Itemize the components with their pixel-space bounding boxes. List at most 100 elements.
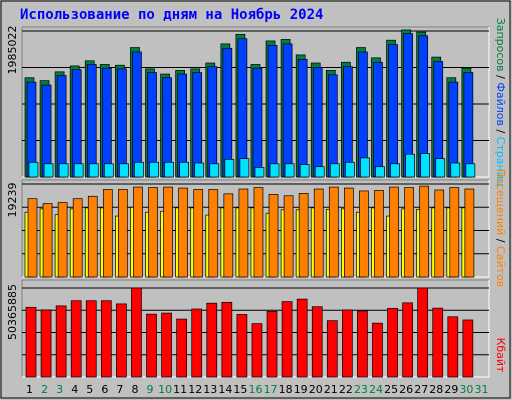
bar-pages-day-26: [405, 153, 415, 178]
bar-pages-day-10: [164, 161, 174, 178]
bar-kbytes-day-30: [462, 319, 474, 378]
bar-visits-day-2: [42, 203, 53, 278]
legend-hits-files-pages-part: Страниц: [494, 137, 507, 187]
bar-files-day-7: [117, 68, 127, 178]
bar-visits-day-28: [434, 189, 445, 278]
bar-files-day-16: [252, 67, 263, 178]
bar-visits-day-25: [389, 186, 399, 278]
bar-visits-day-26: [404, 187, 414, 278]
bar-kbytes-day-4: [70, 300, 82, 378]
legend-visits-sites: Посещений / Сайтов: [494, 169, 507, 287]
x-tick-day-18: 18: [279, 383, 293, 396]
legend-visits-sites-part: /: [494, 235, 507, 246]
bar-pages-day-25: [390, 163, 400, 178]
x-tick-day-19: 19: [294, 383, 308, 396]
bar-pages-day-4: [73, 163, 84, 178]
legend-hits-files-pages: Запросов / Файлов / Страниц: [494, 18, 507, 187]
x-tick-day-4: 4: [71, 383, 78, 396]
bar-files-day-13: [207, 66, 218, 178]
bar-kbytes-day-22: [342, 309, 353, 378]
bar-files-day-19: [297, 58, 308, 178]
max-label-hits: 1985022: [6, 26, 19, 75]
bar-pages-day-7: [119, 163, 129, 178]
x-tick-day-10: 10: [158, 383, 172, 396]
bar-visits-day-20: [313, 188, 324, 278]
bar-pages-day-6: [103, 163, 114, 178]
legend-hits-files-pages-part: Файлов: [494, 82, 507, 126]
x-tick-day-16: 16: [249, 383, 263, 396]
bar-files-day-30: [463, 72, 474, 178]
bar-pages-day-23: [360, 157, 370, 178]
bar-files-day-22: [343, 66, 353, 178]
bar-pages-day-30: [465, 163, 476, 178]
x-tick-day-8: 8: [131, 383, 138, 396]
bar-pages-day-20: [314, 166, 325, 178]
x-tick-day-11: 11: [173, 383, 187, 396]
bar-visits-day-14: [223, 193, 234, 278]
bar-visits-day-8: [133, 186, 143, 278]
bar-kbytes-day-24: [372, 322, 383, 378]
bar-visits-day-24: [374, 190, 384, 278]
x-tick-day-29: 29: [444, 383, 458, 396]
bar-visits-day-13: [208, 189, 219, 278]
x-tick-day-17: 17: [264, 383, 278, 396]
bar-visits-day-5: [87, 195, 98, 278]
bar-pages-day-22: [345, 161, 355, 178]
bar-kbytes-day-3: [55, 305, 67, 378]
bar-visits-day-19: [298, 193, 309, 278]
x-tick-day-23: 23: [354, 383, 368, 396]
max-label-visits: 19239: [6, 183, 19, 218]
bar-visits-day-27: [419, 185, 430, 278]
legend-hits-files-pages-part: /: [494, 126, 507, 137]
bar-kbytes-day-26: [402, 302, 413, 378]
bar-pages-day-12: [194, 162, 205, 178]
bar-kbytes-day-10: [161, 312, 172, 378]
bar-files-day-8: [132, 51, 142, 178]
bar-kbytes-day-29: [447, 316, 459, 378]
x-tick-day-20: 20: [309, 383, 323, 396]
bar-files-day-15: [237, 38, 248, 178]
chart-title: Использование по дням на Ноябрь 2024: [20, 7, 324, 23]
bar-kbytes-day-27: [417, 287, 429, 378]
x-tick-day-12: 12: [188, 383, 202, 396]
x-tick-day-28: 28: [429, 383, 443, 396]
bar-visits-day-16: [253, 187, 264, 278]
bar-pages-day-5: [88, 163, 99, 178]
bar-files-day-20: [312, 67, 323, 178]
x-tick-day-24: 24: [369, 383, 383, 396]
bar-visits-day-22: [344, 187, 354, 278]
max-label-kbytes: 50365885: [6, 284, 19, 340]
bar-kbytes-day-2: [40, 309, 52, 378]
bar-visits-day-21: [328, 186, 339, 278]
bar-kbytes-day-23: [357, 310, 368, 378]
x-tick-day-27: 27: [414, 383, 428, 396]
x-tick-day-31: 31: [474, 383, 488, 396]
bar-pages-day-14: [224, 158, 235, 178]
bar-kbytes-day-20: [311, 306, 323, 378]
bar-pages-day-3: [58, 163, 69, 178]
bar-kbytes-day-18: [281, 301, 293, 378]
bar-pages-day-29: [450, 162, 461, 178]
bar-kbytes-day-9: [146, 313, 157, 378]
bar-files-day-4: [71, 69, 82, 178]
legend-visits-sites-part: Посещений: [494, 169, 507, 235]
x-tick-day-14: 14: [218, 383, 232, 396]
bar-files-day-12: [192, 72, 203, 178]
x-tick-day-7: 7: [116, 383, 123, 396]
x-tick-day-15: 15: [233, 383, 247, 396]
bar-visits-day-4: [72, 198, 83, 278]
bar-files-day-11: [177, 73, 187, 178]
bar-files-day-6: [101, 67, 112, 178]
x-tick-day-2: 2: [41, 383, 48, 396]
legend-visits-sites-part: Сайтов: [494, 246, 507, 287]
bar-pages-day-28: [435, 158, 446, 178]
bar-kbytes-day-11: [176, 318, 187, 378]
bar-visits-day-10: [163, 186, 173, 278]
bar-kbytes-day-15: [236, 314, 248, 378]
bar-files-day-24: [373, 61, 383, 178]
legend-hits-files-pages-part: /: [494, 72, 507, 83]
x-tick-day-6: 6: [101, 383, 108, 396]
